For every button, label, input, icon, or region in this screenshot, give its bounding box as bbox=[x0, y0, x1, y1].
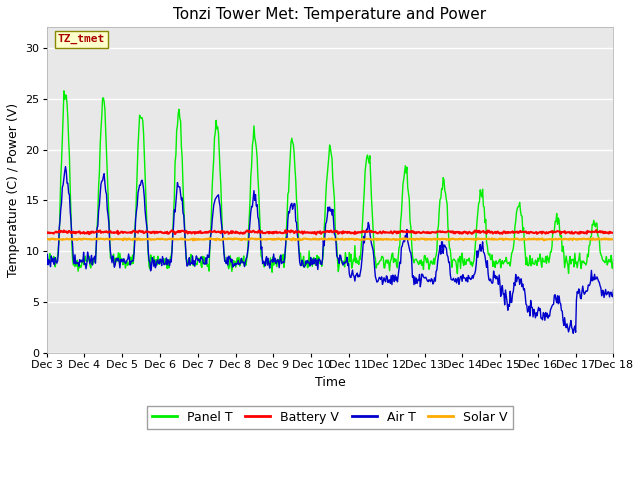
Text: TZ_tmet: TZ_tmet bbox=[58, 34, 105, 44]
Battery V bbox=[610, 230, 618, 236]
Air T bbox=[112, 256, 120, 262]
Air T bbox=[43, 262, 51, 267]
Battery V bbox=[43, 229, 51, 235]
Line: Solar V: Solar V bbox=[47, 238, 614, 240]
Y-axis label: Temperature (C) / Power (V): Temperature (C) / Power (V) bbox=[7, 103, 20, 277]
X-axis label: Time: Time bbox=[315, 376, 346, 389]
Panel T bbox=[454, 271, 461, 276]
Battery V bbox=[53, 229, 61, 235]
Panel T bbox=[417, 261, 424, 266]
Air T bbox=[53, 260, 61, 266]
Air T bbox=[610, 287, 618, 292]
Air T bbox=[170, 223, 177, 228]
Panel T bbox=[60, 88, 68, 94]
Battery V bbox=[312, 231, 320, 237]
Battery V bbox=[417, 230, 424, 236]
Solar V bbox=[401, 237, 408, 242]
Solar V bbox=[200, 237, 207, 242]
Solar V bbox=[53, 236, 61, 242]
Panel T bbox=[112, 259, 120, 265]
Panel T bbox=[170, 210, 177, 216]
Title: Tonzi Tower Met: Temperature and Power: Tonzi Tower Met: Temperature and Power bbox=[173, 7, 486, 22]
Line: Panel T: Panel T bbox=[47, 91, 614, 274]
Battery V bbox=[169, 229, 177, 235]
Solar V bbox=[189, 238, 197, 243]
Line: Battery V: Battery V bbox=[47, 230, 614, 234]
Panel T bbox=[53, 258, 61, 264]
Battery V bbox=[592, 227, 600, 233]
Solar V bbox=[111, 236, 119, 242]
Line: Air T: Air T bbox=[47, 167, 614, 333]
Solar V bbox=[417, 236, 425, 241]
Battery V bbox=[400, 228, 408, 234]
Panel T bbox=[43, 260, 51, 265]
Legend: Panel T, Battery V, Air T, Solar V: Panel T, Battery V, Air T, Solar V bbox=[147, 406, 513, 429]
Panel T bbox=[610, 255, 618, 261]
Solar V bbox=[610, 237, 618, 242]
Air T bbox=[200, 261, 207, 266]
Air T bbox=[61, 164, 69, 169]
Solar V bbox=[169, 236, 177, 241]
Air T bbox=[570, 330, 577, 336]
Air T bbox=[400, 238, 408, 243]
Air T bbox=[417, 284, 424, 289]
Solar V bbox=[43, 236, 51, 242]
Panel T bbox=[200, 258, 207, 264]
Battery V bbox=[199, 230, 207, 236]
Battery V bbox=[111, 230, 119, 236]
Solar V bbox=[289, 235, 297, 241]
Panel T bbox=[400, 176, 408, 182]
